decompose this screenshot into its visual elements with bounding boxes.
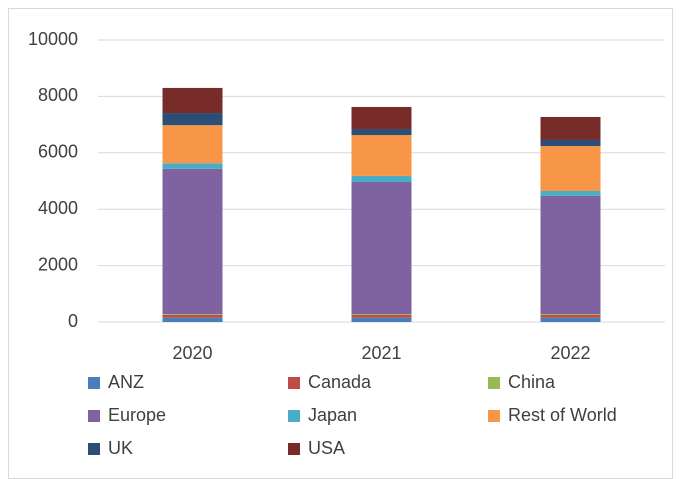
bar-segment [540, 191, 601, 196]
legend-label: ANZ [108, 372, 144, 392]
bar-segment [162, 314, 223, 318]
bar-segment [351, 314, 412, 315]
legend-marker [88, 377, 100, 389]
legend-label: China [508, 372, 556, 392]
x-tick-label: 2021 [361, 343, 401, 363]
bar-segment [540, 146, 601, 192]
bar-segment [540, 116, 601, 140]
bar-segment [162, 314, 223, 315]
x-tick-label: 2020 [172, 343, 212, 363]
bar-segment [540, 139, 601, 147]
bar-segment [162, 168, 223, 315]
bar-segment [540, 195, 601, 315]
legend-marker [88, 443, 100, 455]
bar-segment [540, 317, 601, 322]
y-tick-label: 8000 [38, 85, 78, 105]
bar-segment [351, 128, 412, 136]
bar-segment [351, 317, 412, 322]
bar-segment [162, 87, 223, 114]
bar-segment [162, 163, 223, 169]
legend-label: USA [308, 438, 345, 458]
bar-segment [351, 135, 412, 176]
legend-marker [488, 410, 500, 422]
legend-marker [88, 410, 100, 422]
legend-marker [288, 443, 300, 455]
bar-segment [351, 175, 412, 182]
legend-label: Rest of World [508, 405, 617, 425]
legend-marker [288, 377, 300, 389]
legend-label: Japan [308, 405, 357, 425]
bar-segment [351, 314, 412, 318]
bar-segment [162, 125, 223, 164]
bar-segment [351, 106, 412, 129]
bar-segment [162, 317, 223, 322]
bar-segment [351, 181, 412, 315]
y-tick-label: 6000 [38, 142, 78, 162]
legend-marker [488, 377, 500, 389]
y-tick-label: 4000 [38, 198, 78, 218]
bar-segment [540, 314, 601, 315]
y-tick-label: 10000 [28, 29, 78, 49]
legend-marker [288, 410, 300, 422]
legend-label: Europe [108, 405, 166, 425]
bar-segment [540, 314, 601, 318]
legend-label: Canada [308, 372, 372, 392]
bar-segment [162, 113, 223, 126]
y-tick-label: 0 [68, 311, 78, 331]
y-tick-label: 2000 [38, 254, 78, 274]
legend-label: UK [108, 438, 133, 458]
x-tick-label: 2022 [550, 343, 590, 363]
